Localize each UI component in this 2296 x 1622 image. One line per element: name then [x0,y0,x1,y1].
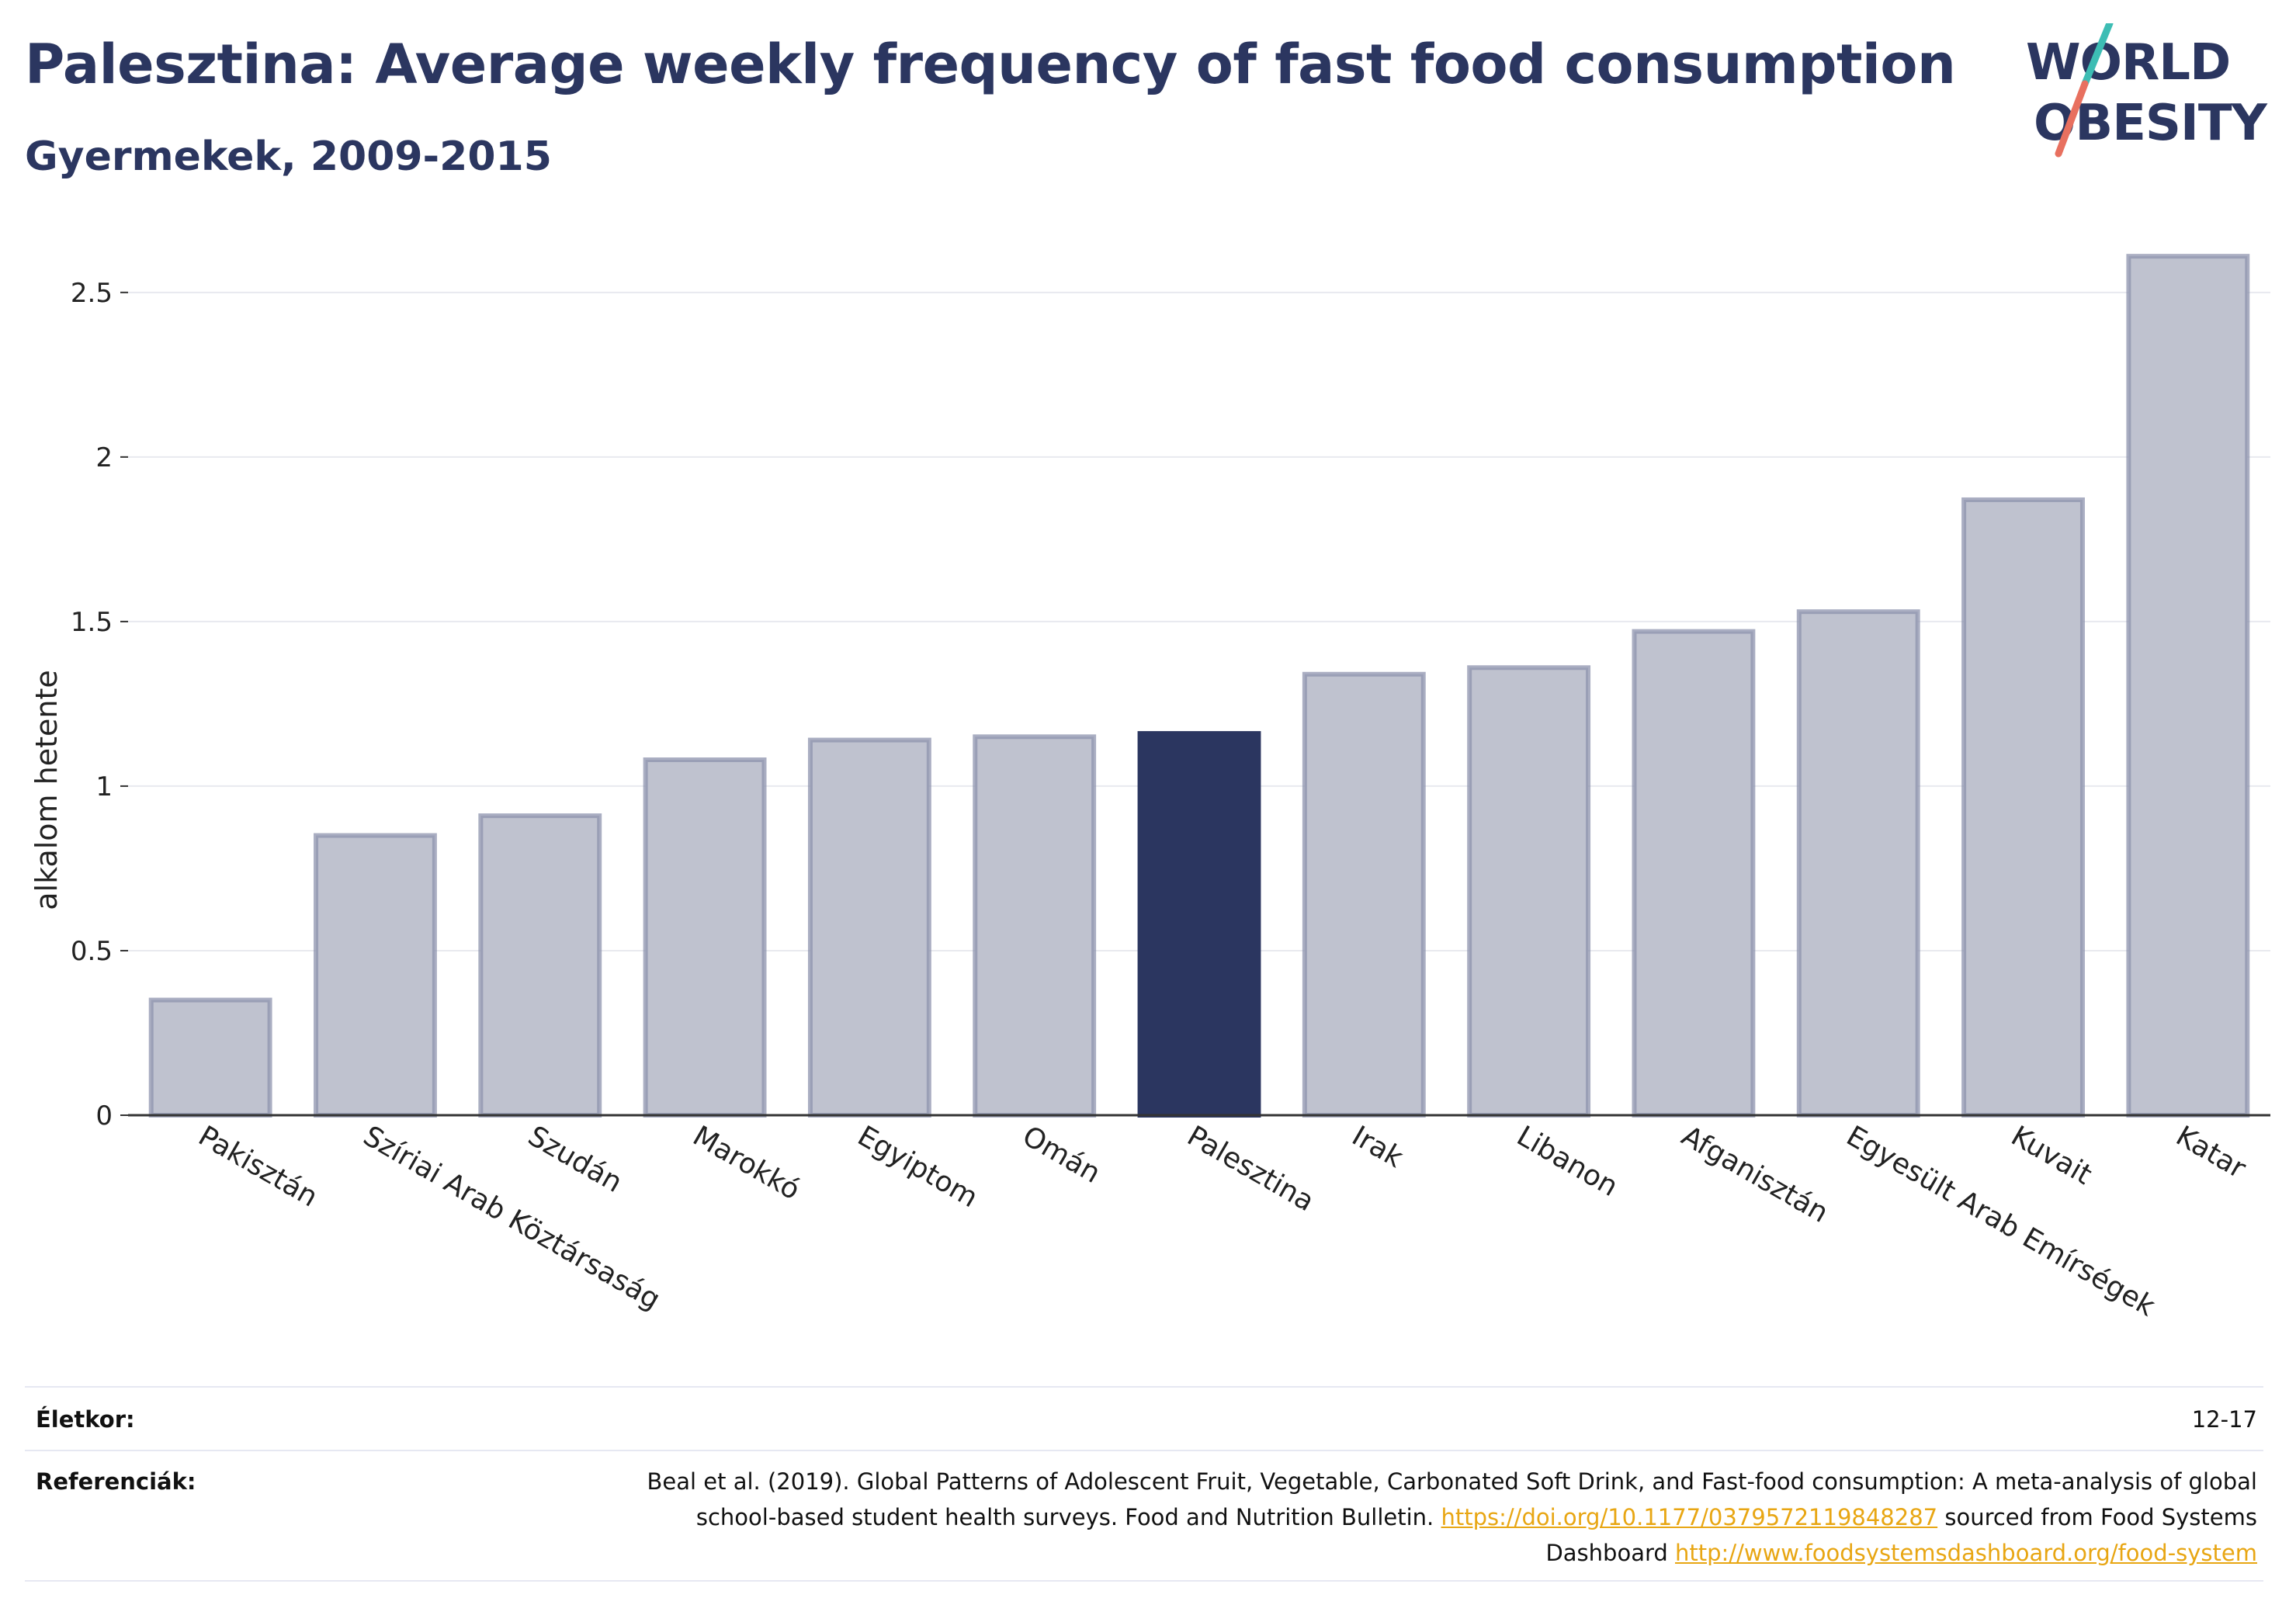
bar-0[interactable] [148,997,272,1118]
bar-3[interactable] [643,757,767,1118]
y-tick-label: 0 [95,1100,113,1132]
age-row: Életkor: 12-17 [25,1386,2263,1448]
x-tick-label: Marokkó [688,1120,806,1206]
x-tick-label: Szíriai Arab Köztársaság [358,1120,665,1316]
x-tick-label: Palesztina [1182,1120,1320,1218]
bar-8[interactable] [1467,665,1591,1118]
reference-sourced-from: sourced from Food Systems Dashboard [1545,1504,2257,1566]
doi-link[interactable]: https://doi.org/10.1177/0379572119848287 [1441,1504,1938,1530]
logo-slash-bottom [2055,80,2089,158]
y-tick-label: 1 [95,771,113,802]
logo-text-world: WORLD [2026,34,2230,92]
bar-chart: 0 0.5 1 1.5 2 2.5 Pakisztán Szíriai Arab Köztár… [29,254,2270,1323]
world-obesity-logo: WORLD OBESITY [2026,23,2268,158]
x-tick-label: Irak [1347,1120,1409,1174]
bar-1[interactable] [314,833,437,1118]
x-tick-label: Szudán [522,1120,627,1199]
bar-10[interactable] [1796,609,1920,1118]
bar-7[interactable] [1302,671,1426,1118]
x-tick-label: Pakisztán [193,1120,323,1213]
chart-subtitle: Gyermekek, 2009-2015 [25,133,552,180]
x-tick-label: Katar [2170,1120,2251,1185]
y-tick-label: 2 [95,442,113,473]
bar-5[interactable] [973,734,1097,1118]
age-label: Életkor: [36,1406,135,1433]
references-label: Referenciák: [36,1468,196,1495]
x-tick-label: Kuvait [2006,1120,2097,1191]
bar-6[interactable] [1137,731,1261,1118]
y-tick-label: 1.5 [71,607,113,638]
reference-citation: Beal et al. (2019). Global Patterns of A… [647,1468,2257,1530]
bar-2[interactable] [478,813,602,1118]
y-axis-title: alkalom hetente [29,670,64,910]
axes [120,291,2270,1117]
bar-4[interactable] [807,737,931,1118]
age-value: 12-17 [2191,1406,2257,1433]
chart-title: Palesztina: Average weekly frequency of … [25,33,1956,96]
x-tick-label: Egyesült Arab Emírségek [1841,1120,2161,1322]
references-text: Beal et al. (2019). Global Patterns of A… [588,1464,2257,1571]
bar-12[interactable] [2126,254,2250,1118]
info-divider-top [25,1386,2263,1388]
logo-slash-top [2081,23,2114,88]
y-tick-label: 2.5 [71,278,113,309]
bar-11[interactable] [1961,497,2085,1118]
x-tick-label: Egyiptom [852,1120,983,1214]
y-tick-label: 0.5 [71,936,113,967]
info-divider-bottom [25,1580,2263,1582]
x-tick-label: Afganisztán [1676,1120,1833,1229]
references-row: Referenciák: Beal et al. (2019). Global … [25,1450,2263,1582]
x-tick-label: Omán [1017,1120,1105,1190]
food-systems-dashboard-link[interactable]: http://www.foodsystemsdashboard.org/food… [1675,1540,2257,1566]
bars [148,254,2250,1118]
info-divider-middle [25,1450,2263,1451]
bar-9[interactable] [1632,629,1756,1118]
x-tick-label: Libanon [1511,1120,1623,1203]
